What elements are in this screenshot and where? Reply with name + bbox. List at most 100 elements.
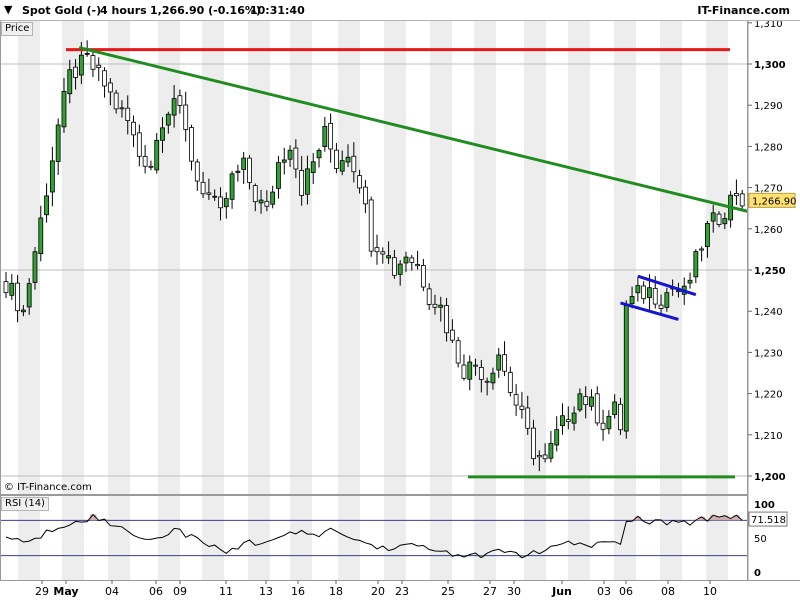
candle-body xyxy=(606,415,612,430)
candle-body xyxy=(299,170,305,196)
candle-body xyxy=(55,124,61,162)
rsi-oversold-fill xyxy=(461,555,468,558)
candle-body xyxy=(507,372,513,393)
brand-name: IT-Finance.com xyxy=(697,4,790,17)
candle-body xyxy=(699,248,705,251)
candle-body xyxy=(577,393,583,411)
rsi-oversold-fill xyxy=(478,555,485,558)
candle-body xyxy=(583,396,589,406)
candle-body xyxy=(194,161,200,182)
candle-body xyxy=(334,149,339,169)
candle-body xyxy=(189,127,194,162)
candle-body xyxy=(142,156,148,167)
dropdown-icon[interactable]: ▼ xyxy=(4,3,13,16)
candle-body xyxy=(67,69,73,95)
green-trend-line xyxy=(78,46,761,216)
x-tick-label: 06 xyxy=(149,585,163,598)
blue-channel-line xyxy=(620,301,679,321)
candle-body xyxy=(589,396,594,407)
x-tick-label: May xyxy=(53,585,78,598)
annotation-lines xyxy=(66,46,761,479)
candle-body xyxy=(687,279,693,284)
candle-body xyxy=(374,247,380,253)
day-band xyxy=(568,20,590,580)
candle-body xyxy=(322,125,328,148)
price-tick-label: 1,300 xyxy=(754,60,786,71)
last-price-tag xyxy=(748,192,796,208)
candle-body xyxy=(397,263,403,275)
candle-body xyxy=(206,192,212,195)
x-tick-label: 20 xyxy=(371,585,385,598)
price-tick-label: 1,220 xyxy=(754,390,783,401)
candle-body xyxy=(49,160,55,193)
candle-body xyxy=(386,255,391,259)
candle-body xyxy=(710,212,716,222)
candle-body xyxy=(171,98,177,116)
x-tick-label: 11 xyxy=(219,585,233,598)
rsi-overbought-fill xyxy=(698,516,706,521)
candle-body xyxy=(496,354,502,371)
timeframe: 4 hours xyxy=(100,4,147,17)
candle-body xyxy=(339,160,345,172)
rsi-value-label: 71.518 xyxy=(751,515,786,526)
candle-body xyxy=(426,288,432,305)
candle-body xyxy=(84,52,90,55)
candle-body xyxy=(391,257,397,276)
candle-body xyxy=(705,222,710,247)
candle-body xyxy=(15,282,20,312)
instrument-name: Spot Gold (-) xyxy=(22,4,102,17)
chart-header: ▼ Spot Gold (-) 4 hours 1,266.90 (-0.16%… xyxy=(0,0,800,21)
candle-body xyxy=(252,185,258,203)
candle-body xyxy=(148,165,154,168)
price-panel-tag: Price xyxy=(1,22,34,36)
candle-body xyxy=(9,282,15,296)
last-change: 1,266.90 (-0.16%) xyxy=(150,4,261,17)
candle-body xyxy=(96,64,102,68)
candle-body xyxy=(212,195,218,198)
candle-body xyxy=(461,364,467,379)
candle-body xyxy=(328,122,334,150)
candle-body xyxy=(478,367,484,380)
candle-body xyxy=(351,155,357,173)
day-band xyxy=(706,20,728,580)
x-tick-label: 13 xyxy=(259,585,273,598)
candle-body xyxy=(61,90,67,128)
x-tick-label: 27 xyxy=(483,585,497,598)
candle-body xyxy=(200,181,206,195)
candle-body xyxy=(113,92,119,110)
axes: 1,310 1,300 1,290 1,280 1,270 1,260 1,250 1,240… xyxy=(0,19,800,600)
candle-body xyxy=(241,157,247,170)
candle-series xyxy=(3,40,745,472)
candle-body xyxy=(229,173,235,200)
rsi-value-tag xyxy=(748,511,788,527)
candle-body xyxy=(276,162,281,189)
rsi-overbought-fill xyxy=(733,515,740,521)
candle-body xyxy=(716,213,722,225)
rsi-tick-label: 100 xyxy=(754,500,775,511)
candle-body xyxy=(281,159,287,163)
candle-body xyxy=(629,296,635,305)
candle-body xyxy=(154,139,160,171)
x-tick-label: 30 xyxy=(507,585,521,598)
rsi-tick-label: 0 xyxy=(754,568,761,579)
candle-body xyxy=(734,193,739,197)
candle-body xyxy=(438,304,444,308)
candle-body xyxy=(3,281,9,294)
last-price-label: 1,266.90 xyxy=(752,196,797,207)
clock-time: 10:31:40 xyxy=(250,4,305,17)
candle-body xyxy=(73,66,78,78)
candle-body xyxy=(554,429,560,446)
candle-body xyxy=(136,132,142,157)
candle-body xyxy=(525,407,531,429)
day-band xyxy=(614,20,636,580)
x-tick-label: 09 xyxy=(173,585,187,598)
price-tick-label: 1,250 xyxy=(754,266,786,277)
rsi-overbought-fill xyxy=(716,517,723,521)
candle-body xyxy=(287,149,293,160)
x-tick-label: 04 xyxy=(105,585,119,598)
candle-body xyxy=(647,287,652,299)
candle-body xyxy=(594,393,600,424)
candle-body xyxy=(420,265,426,288)
candle-body xyxy=(484,380,490,383)
rsi-tick-label: 50 xyxy=(754,534,767,545)
